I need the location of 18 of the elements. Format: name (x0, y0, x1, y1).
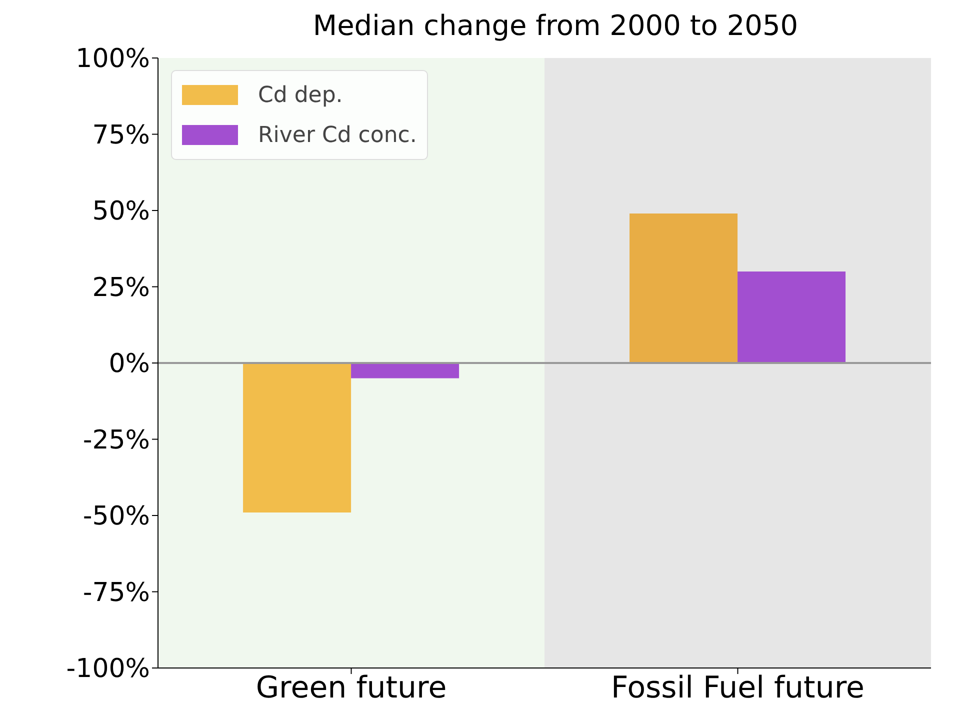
y-tick-label: 50% (92, 196, 150, 227)
y-tick-label: -50% (82, 502, 150, 532)
y-tick-label: -75% (82, 578, 150, 608)
legend-label: River Cd conc. (257, 122, 417, 150)
y-tick-label: 0% (108, 349, 150, 380)
bar (243, 363, 352, 512)
y-tick-label: -25% (82, 425, 150, 456)
bar (351, 363, 460, 378)
y-tick-label: 100% (76, 44, 150, 74)
x-tick-label: Fossil Fuel future (611, 670, 864, 706)
legend-label: Cd dep. (257, 82, 344, 110)
y-tick-label: 75% (92, 120, 150, 150)
chart-title: Median change from 2000 to 2050 (312, 8, 800, 44)
y-tick-label: 25% (92, 272, 150, 303)
bar (630, 214, 738, 363)
x-tick-label: Green future (256, 670, 447, 706)
y-tick-label: -100% (66, 654, 150, 684)
bar (738, 272, 846, 363)
